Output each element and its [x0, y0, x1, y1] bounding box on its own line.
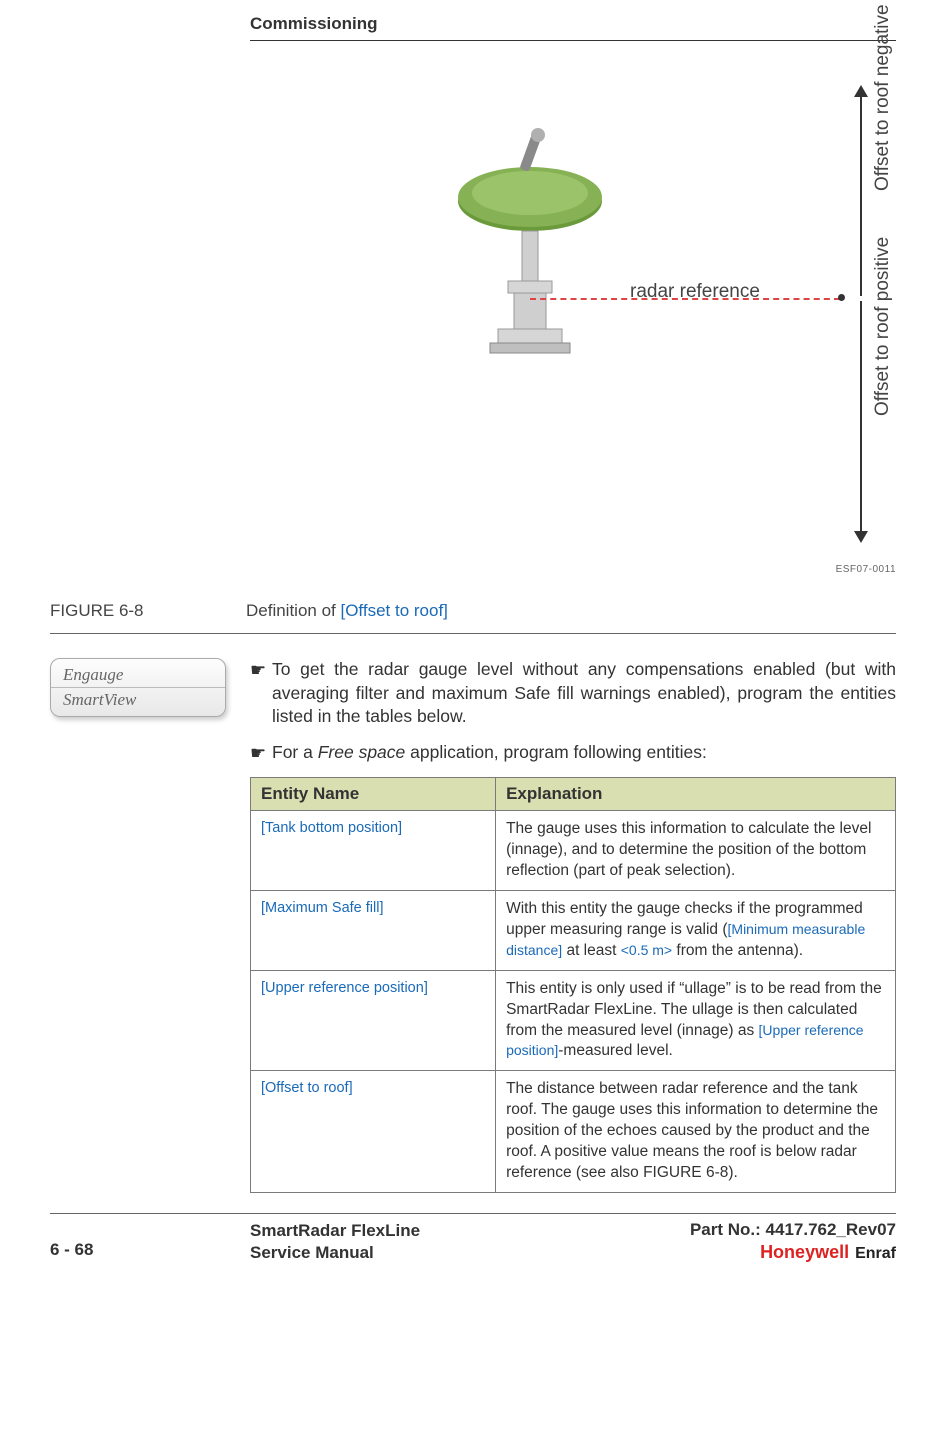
badge-line1: Engauge — [51, 659, 225, 687]
offset-positive-label: Offset to roof positive — [872, 237, 894, 416]
col-entity-name: Entity Name — [251, 778, 496, 811]
col-explanation: Explanation — [496, 778, 896, 811]
offset-negative-axis — [860, 91, 862, 296]
entity-name-cell: [Maximum Safe fill] — [251, 890, 496, 970]
bullet-2-text: For a Free space application, program fo… — [272, 741, 896, 765]
entity-name-cell: [Upper reference position] — [251, 970, 496, 1071]
honeywell-text: Honeywell — [760, 1242, 849, 1262]
bullet-2-italic: Free space — [318, 742, 406, 762]
part-number: Part No.: 4417.762_Rev07 — [690, 1220, 896, 1240]
honeywell-enraf-logo: Honeywell Enraf — [690, 1242, 896, 1263]
table-row: [Upper reference position]This entity is… — [251, 970, 896, 1071]
explanation-cell: The gauge uses this information to calcu… — [496, 811, 896, 891]
pointer-icon: ☛ — [250, 658, 272, 729]
bullet-1-text: To get the radar gauge level without any… — [272, 658, 896, 729]
section-title: Commissioning — [250, 14, 378, 33]
instruction-bullet-1: ☛ To get the radar gauge level without a… — [250, 658, 896, 729]
entity-name-cell: [Tank bottom position] — [251, 811, 496, 891]
footer-product: SmartRadar FlexLine Service Manual — [250, 1220, 690, 1264]
main-content: ☛ To get the radar gauge level without a… — [250, 658, 896, 1193]
explanation-cell: The distance between radar reference and… — [496, 1071, 896, 1193]
footer-product-line1: SmartRadar FlexLine — [250, 1220, 690, 1242]
table-row: [Maximum Safe fill]With this entity the … — [251, 890, 896, 970]
sidebar-badge-area: Engauge SmartView — [50, 658, 226, 1193]
figure-6-8: radar reference Offset to roof negative … — [250, 71, 896, 611]
page-number: 6 - 68 — [50, 1220, 250, 1260]
radar-reference-point — [838, 294, 845, 301]
explanation-cell: This entity is only used if “ullage” is … — [496, 970, 896, 1071]
page-footer: 6 - 68 SmartRadar FlexLine Service Manua… — [50, 1213, 896, 1264]
table-row: [Tank bottom position]The gauge uses thi… — [251, 811, 896, 891]
radar-reference-dashed-line — [530, 298, 840, 300]
bullet-2-prefix: For a — [272, 742, 318, 762]
entity-name-cell: [Offset to roof] — [251, 1071, 496, 1193]
pointer-icon: ☛ — [250, 741, 272, 765]
page-header: Commissioning — [250, 0, 896, 41]
entities-table: Entity Name Explanation [Tank bottom pos… — [250, 777, 896, 1193]
engauge-smartview-badge: Engauge SmartView — [50, 658, 226, 717]
bullet-2-suffix: application, program following entities: — [405, 742, 707, 762]
table-row: [Offset to roof]The distance between rad… — [251, 1071, 896, 1193]
arrow-down-icon — [854, 531, 868, 543]
instruction-bullet-2: ☛ For a Free space application, program … — [250, 741, 896, 765]
figure-source-id: ESF07-0011 — [836, 564, 896, 575]
footer-product-line2: Service Manual — [250, 1242, 690, 1264]
radar-device-icon — [430, 121, 630, 381]
badge-line2: SmartView — [51, 687, 225, 716]
enraf-text: Enraf — [855, 1245, 896, 1262]
offset-positive-axis — [860, 301, 862, 536]
figure-number: FIGURE 6-8 — [50, 601, 144, 621]
footer-right: Part No.: 4417.762_Rev07 Honeywell Enraf — [690, 1220, 896, 1263]
explanation-cell: With this entity the gauge checks if the… — [496, 890, 896, 970]
offset-negative-label: Offset to roof negative — [872, 4, 894, 191]
